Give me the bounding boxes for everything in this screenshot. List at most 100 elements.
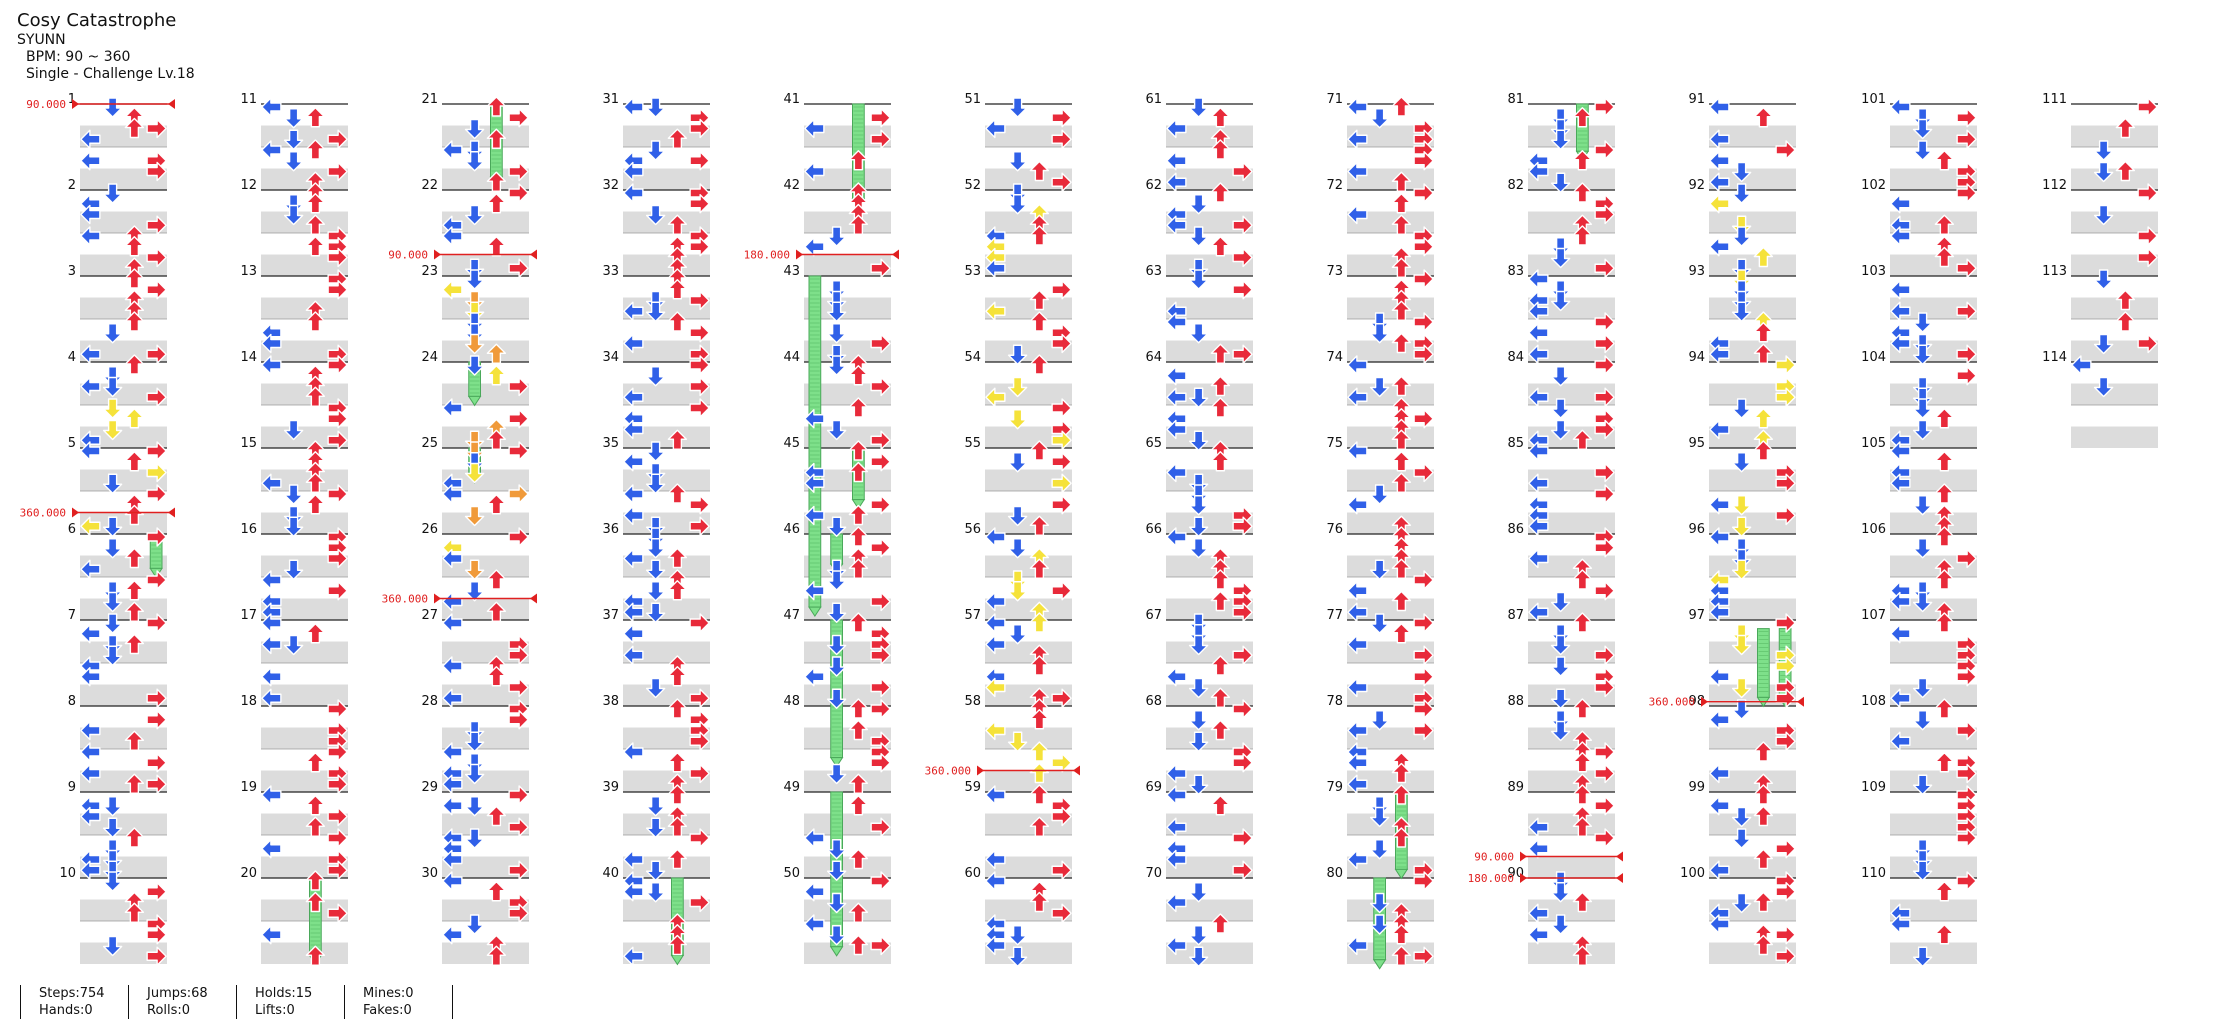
up-arrow (667, 580, 688, 601)
right-arrow (1051, 280, 1072, 300)
beat-band (623, 856, 710, 878)
up-arrow (1210, 451, 1231, 472)
measure-number: 17 (240, 608, 257, 623)
down-arrow (102, 538, 123, 559)
beat-band (2071, 297, 2158, 319)
beat-band (1347, 211, 1434, 233)
beat-band (985, 727, 1072, 749)
left-arrow (1709, 97, 1730, 117)
beat-band (2071, 254, 2158, 276)
right-arrow (327, 581, 348, 601)
up-arrow (305, 795, 326, 816)
measure-number: 25 (421, 436, 438, 451)
down-arrow (1007, 538, 1028, 559)
measure-number: 84 (1507, 350, 1524, 365)
beat-band (80, 340, 167, 362)
beat-band (1709, 340, 1796, 362)
beat-band (1890, 469, 1977, 491)
beat-band (1528, 727, 1615, 749)
measure-number: 47 (783, 608, 800, 623)
measure-number: 48 (783, 694, 800, 709)
bpm-marker (168, 507, 175, 518)
bpm-range: BPM: 90 ~ 360 (26, 49, 131, 66)
bpm-value: 360.000 (20, 507, 66, 520)
up-arrow (486, 193, 507, 214)
stat-group-mines: Mines:0 Fakes:0 (344, 985, 414, 1019)
beat-band (1890, 770, 1977, 792)
up-arrow (486, 236, 507, 257)
measure-number: 49 (783, 780, 800, 795)
beat-band (804, 340, 891, 362)
beat-band (2071, 211, 2158, 233)
beat-band (442, 426, 529, 448)
left-arrow (1709, 151, 1730, 171)
beat-band (804, 512, 891, 534)
beat-band (1709, 899, 1796, 921)
right-arrow (1051, 452, 1072, 472)
beat-band (623, 684, 710, 706)
measure-number: 54 (964, 350, 981, 365)
bpm-value: 180.000 (1468, 872, 1514, 885)
beat-band (623, 340, 710, 362)
beat-band (1528, 125, 1615, 147)
measure-number: 81 (1507, 92, 1524, 107)
down-arrow (1912, 710, 1933, 731)
up-arrow (1391, 193, 1412, 214)
down-arrow (1007, 151, 1028, 172)
left-arrow (804, 237, 825, 257)
beat-band (1709, 168, 1796, 190)
beat-band (623, 469, 710, 491)
measure-number: 111 (2042, 92, 2067, 107)
bpm-marker (168, 99, 175, 109)
left-arrow (1890, 624, 1911, 644)
beat-band (442, 254, 529, 276)
left-arrow (1709, 194, 1730, 214)
measure-number: 106 (1861, 522, 1886, 537)
beat-band (442, 297, 529, 319)
beat-band (985, 426, 1072, 448)
beat-band (442, 641, 529, 663)
measure-number: 85 (1507, 436, 1524, 451)
down-arrow (1007, 97, 1028, 118)
up-arrow (1572, 752, 1593, 773)
beat-band (442, 125, 529, 147)
beat-band (1166, 770, 1253, 792)
beat-band (804, 899, 891, 921)
bpm-marker (1520, 873, 1527, 883)
beat-band (1528, 168, 1615, 190)
beat-band (2071, 340, 2158, 362)
beat-band (804, 254, 891, 276)
beat-band (623, 555, 710, 577)
measure-number: 66 (1145, 522, 1162, 537)
measure-number: 105 (1861, 436, 1886, 451)
down-arrow (1007, 452, 1028, 473)
beat-band (1890, 727, 1977, 749)
up-arrow (1934, 881, 1955, 902)
down-arrow (645, 366, 666, 387)
measure-number: 55 (964, 436, 981, 451)
beat-band (623, 813, 710, 835)
beat-band (804, 211, 891, 233)
beat-band (804, 813, 891, 835)
beat-band (261, 426, 348, 448)
beat-band (985, 684, 1072, 706)
right-arrow (1594, 796, 1615, 816)
beat-band (1528, 899, 1615, 921)
down-arrow (645, 581, 666, 602)
hold-tail (1394, 868, 1409, 880)
beat-band (623, 641, 710, 663)
measure-number: 110 (1861, 866, 1886, 881)
measure-number: 82 (1507, 178, 1524, 193)
left-arrow (804, 882, 825, 902)
down-arrow (1007, 409, 1028, 430)
beat-band (2071, 383, 2158, 405)
beat-band (1709, 469, 1796, 491)
measure-number: 9 (68, 780, 76, 795)
beat-band (1528, 856, 1615, 878)
up-arrow (1753, 408, 1774, 429)
up-arrow (1210, 107, 1231, 128)
down-arrow (1912, 495, 1933, 516)
up-arrow (1934, 150, 1955, 171)
left-arrow (1166, 366, 1187, 386)
hold-tail (670, 954, 685, 966)
